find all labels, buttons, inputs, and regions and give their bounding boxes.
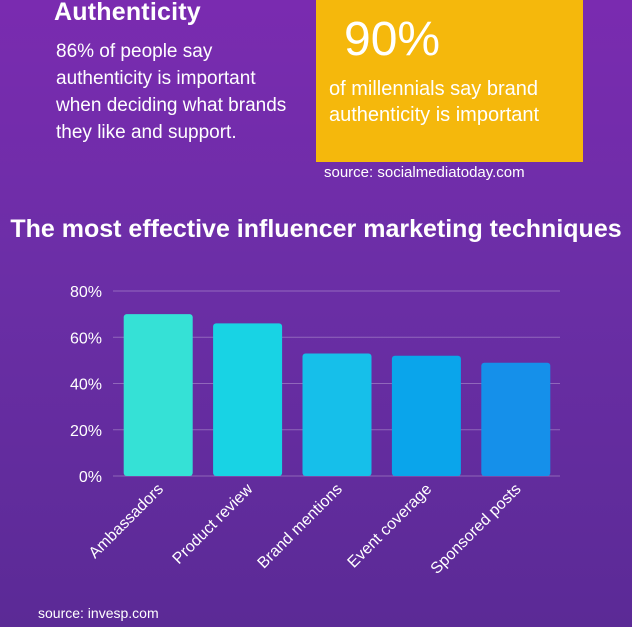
section-title: Authenticity — [54, 0, 201, 26]
bar — [481, 362, 551, 476]
x-tick-label: Event coverage — [345, 481, 436, 572]
y-tick-label: 80% — [70, 284, 102, 301]
chart-source: source: invesp.com — [38, 605, 159, 621]
bar — [302, 353, 372, 476]
x-tick-label: Ambassadors — [86, 481, 167, 562]
x-tick-label: Product review — [170, 480, 257, 567]
x-tick-label: Sponsored posts — [428, 481, 525, 578]
stat-description: of millennials say brand authenticity is… — [329, 78, 540, 126]
x-tick-label: Brand mentions — [255, 481, 346, 572]
stat-highlight-box: 90% of millennials say brand authenticit… — [316, 0, 583, 162]
intro-text: 86% of people say authenticity is import… — [56, 41, 287, 143]
bar — [391, 355, 461, 476]
y-tick-label: 20% — [70, 423, 102, 440]
y-tick-label: 40% — [70, 377, 102, 394]
bar — [213, 323, 283, 476]
stat-value: 90% — [344, 13, 441, 66]
y-tick-label: 60% — [70, 330, 102, 347]
chart-title: The most effective influencer marketing … — [10, 215, 622, 243]
y-tick-label: 0% — [79, 469, 102, 486]
bar — [123, 314, 193, 476]
stat-source: source: socialmediatoday.com — [324, 164, 525, 181]
